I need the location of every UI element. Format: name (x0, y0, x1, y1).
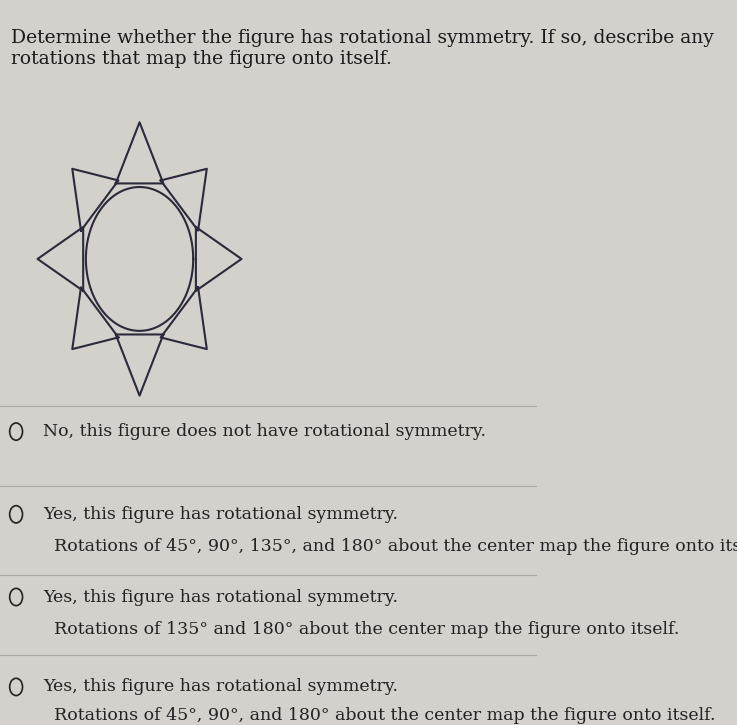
Text: Determine whether the figure has rotational symmetry. If so, describe any
rotati: Determine whether the figure has rotatio… (11, 29, 713, 67)
Text: Rotations of 45°, 90°, and 180° about the center map the figure onto itself.: Rotations of 45°, 90°, and 180° about th… (54, 707, 715, 724)
Text: Rotations of 135° and 180° about the center map the figure onto itself.: Rotations of 135° and 180° about the cen… (54, 621, 679, 638)
Text: Yes, this figure has rotational symmetry.: Yes, this figure has rotational symmetry… (43, 679, 398, 695)
Text: Rotations of 45°, 90°, 135°, and 180° about the center map the figure onto itsel: Rotations of 45°, 90°, 135°, and 180° ab… (54, 538, 737, 555)
Text: No, this figure does not have rotational symmetry.: No, this figure does not have rotational… (43, 423, 486, 440)
Text: Yes, this figure has rotational symmetry.: Yes, this figure has rotational symmetry… (43, 506, 398, 523)
Text: Yes, this figure has rotational symmetry.: Yes, this figure has rotational symmetry… (43, 589, 398, 605)
